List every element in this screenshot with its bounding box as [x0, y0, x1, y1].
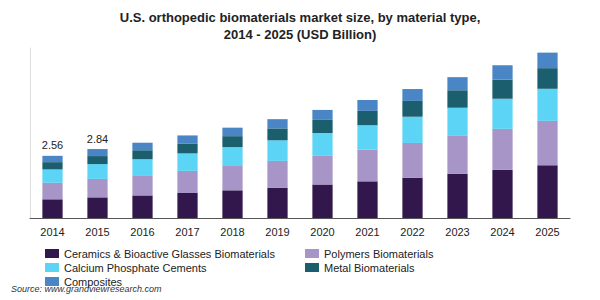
svg-text:2.84: 2.84	[87, 133, 108, 145]
svg-text:2014 - 2025 (USD Billion): 2014 - 2025 (USD Billion)	[224, 27, 376, 42]
svg-text:2024: 2024	[490, 226, 514, 238]
svg-text:2022: 2022	[400, 226, 424, 238]
svg-text:2016: 2016	[130, 226, 154, 238]
svg-text:Ceramics & Bioactive Glasses B: Ceramics & Bioactive Glasses Biomaterial…	[64, 248, 275, 260]
svg-text:Metal Biomaterials: Metal Biomaterials	[324, 262, 415, 274]
svg-text:2.56: 2.56	[42, 139, 63, 151]
svg-text:U.S. orthopedic biomaterials m: U.S. orthopedic biomaterials market size…	[120, 10, 481, 25]
svg-text:2020: 2020	[310, 226, 334, 238]
svg-text:Polymers Biomaterials: Polymers Biomaterials	[324, 248, 434, 260]
svg-text:2017: 2017	[175, 226, 199, 238]
svg-text:2014: 2014	[40, 226, 64, 238]
svg-text:Composites: Composites	[64, 275, 123, 288]
svg-text:2025: 2025	[535, 226, 559, 238]
svg-text:Source: www.grandviewresearch.: Source: www.grandviewresearch.com	[11, 284, 162, 294]
svg-text:Calcium Phosphate Cements: Calcium Phosphate Cements	[64, 262, 207, 274]
svg-text:2021: 2021	[355, 226, 379, 238]
svg-text:2018: 2018	[220, 226, 244, 238]
svg-text:2015: 2015	[85, 226, 109, 238]
svg-text:2023: 2023	[445, 226, 469, 238]
svg-text:2019: 2019	[265, 226, 289, 238]
